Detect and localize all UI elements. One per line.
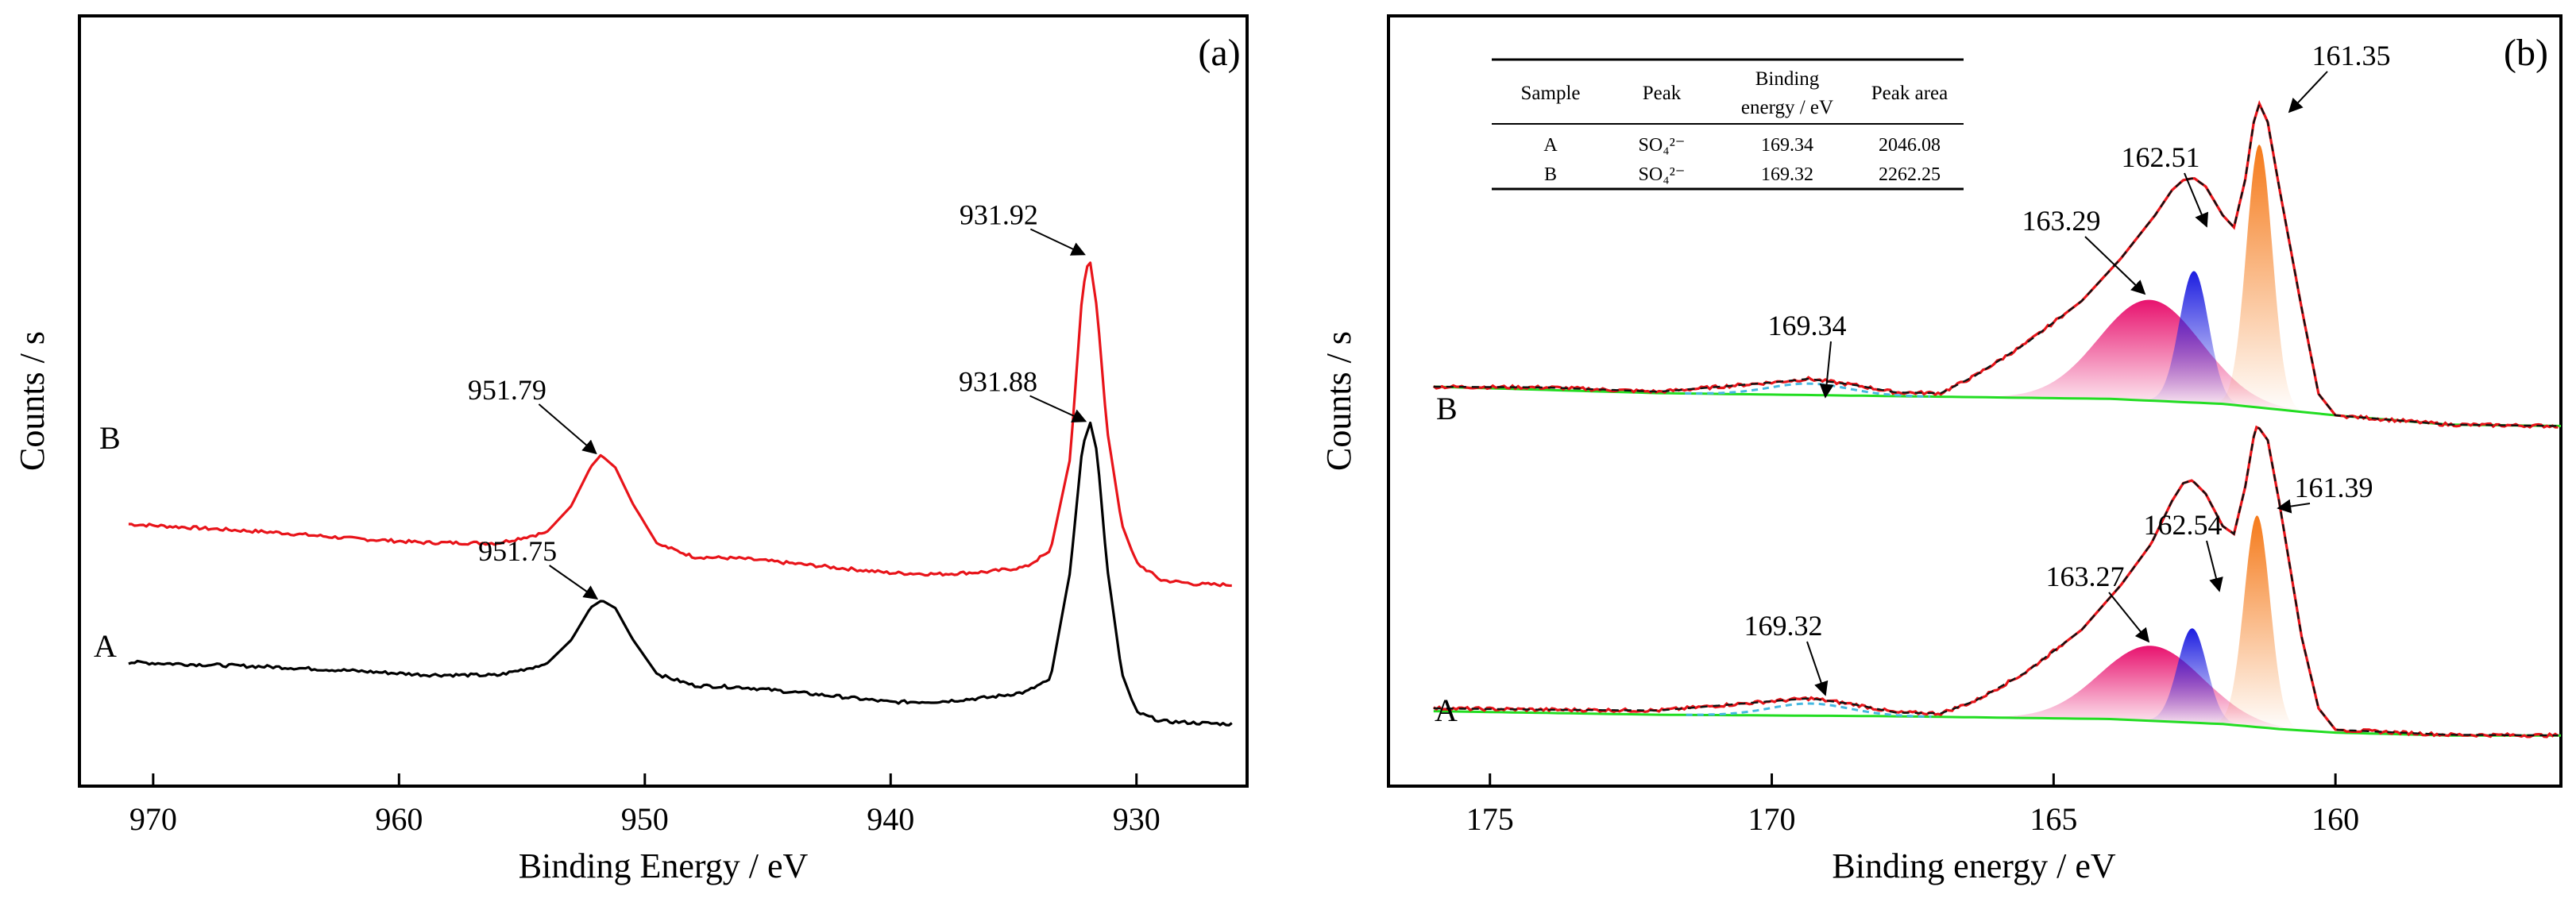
tick-label-a-970: 970 [129,801,177,837]
table-cell-r0-energy: 169.34 [1761,135,1813,156]
panel-b-x-axis-title: Binding energy / eV [1832,846,2115,885]
component-B-161.35 [2200,145,2318,414]
table-header-peak: Peak [1643,83,1682,104]
annotation-arrow-931.92 [1029,228,1086,256]
panel-b-y-axis-title: Counts / s [1319,331,1358,471]
envelope-fit-B [1433,101,2559,427]
panel-b-label: (b) [2504,32,2548,74]
annotation-label-161.39: 161.39 [2295,472,2373,503]
annotation-label-162.51: 162.51 [2122,141,2200,173]
annotation-arrow-162.51 [2184,172,2209,228]
table-cell-r1-energy: 169.32 [1761,164,1813,185]
panel-b-x-ticks: 175 170 165 160 [1466,773,2359,837]
panel-b-annotations: 161.35 162.51 163.29 169.34 161.39 162.54 163.… [1744,40,2391,696]
table-cell-r0-peak: SO₄²⁻ [1639,135,1686,156]
annotation-label-931.88: 931.88 [959,366,1037,398]
panel-b: 175 170 165 160 161.35162.51163.29169.34161… [1319,14,2562,885]
table-cell-r0-sample: A [1543,135,1558,156]
annotation-label-163.27: 163.27 [2046,561,2125,592]
table-cell-r1-peak: SO₄²⁻ [1639,164,1686,185]
table-cell-r1-area: 2262.25 [1879,164,1941,185]
raw-B [1432,100,2559,429]
component-A-162.54 [2128,628,2257,727]
annotation-arrow-163.29 [2084,236,2146,295]
tick-label-a-930: 930 [1113,801,1161,837]
panel-b-frame [1387,14,2562,788]
panel-b-fitted-components [1971,145,2331,733]
annotation-arrow-162.54 [2206,540,2223,592]
panel-a-annotations: 931.92 951.79 931.88 951.75 [468,199,1087,600]
series-B-line [128,261,1232,588]
tick-label-b-170: 170 [1748,801,1796,837]
table-cell-r1-sample: B [1544,164,1557,185]
table-header-binding-energy: Binding energy / eV [1741,68,1833,118]
panel-b-curve-label-b: B [1436,391,1458,426]
annotation-arrow-931.88 [1029,395,1087,422]
annotation-label-169.32: 169.32 [1744,610,1823,642]
annotation-label-951.79: 951.79 [468,374,546,406]
panel-a-x-ticks: 970 960 950 940 930 [129,773,1161,837]
annotation-label-162.54: 162.54 [2144,509,2223,541]
panel-a-frame [78,14,1249,788]
annotation-arrow-169.32 [1806,641,1829,696]
component-A-161.39 [2199,515,2315,731]
panel-a: 970 960 950 940 930 931.92 951.79 931.88 951.75… [13,14,1249,885]
panel-a-curves [128,261,1233,727]
table-header-sample: Sample [1521,83,1581,104]
panel-b-curve-label-a: A [1435,692,1458,728]
panel-a-curve-label-b: B [99,420,121,456]
baseline-A [1433,710,2561,737]
inset-table: Sample Peak Binding energy / eV Peak area… [1492,58,1964,191]
raw-A [1432,425,2559,738]
annotation-arrow-169.34 [1819,341,1834,399]
annotation-label-931.92: 931.92 [960,199,1038,231]
annotation-arrow-951.79 [538,403,597,455]
component-B-162.51 [2130,271,2258,408]
annotation-label-161.35: 161.35 [2312,40,2391,71]
panel-a-y-axis-title: Counts / s [13,331,52,471]
annotation-arrow-161.35 [2288,71,2328,114]
panel-b-curves [1432,100,2562,738]
tick-label-a-950: 950 [621,801,669,837]
panel-a-x-axis-title: Binding Energy / eV [519,846,809,885]
tick-label-a-940: 940 [867,801,914,837]
tick-label-b-165: 165 [2030,801,2077,837]
table-cell-r0-area: 2046.08 [1879,135,1941,156]
tick-label-a-960: 960 [375,801,423,837]
panel-a-curve-label-a: A [94,628,117,664]
annotation-label-169.34: 169.34 [1768,310,1847,341]
panel-a-label: (a) [1198,32,1240,74]
annotation-label-951.75: 951.75 [478,535,557,567]
annotation-arrow-951.75 [549,565,599,600]
sulfate-fit-B [1685,382,1930,398]
annotation-label-163.29: 163.29 [2022,205,2101,237]
table-header-peak-area: Peak area [1871,83,1948,104]
tick-label-b-175: 175 [1466,801,1514,837]
annotation-arrow-163.27 [2108,592,2150,643]
annotation-arrow-161.39 [2277,499,2311,514]
sulfate-fit-A [1686,702,1932,718]
tick-label-b-160: 160 [2311,801,2359,837]
series-A-line [128,421,1233,727]
